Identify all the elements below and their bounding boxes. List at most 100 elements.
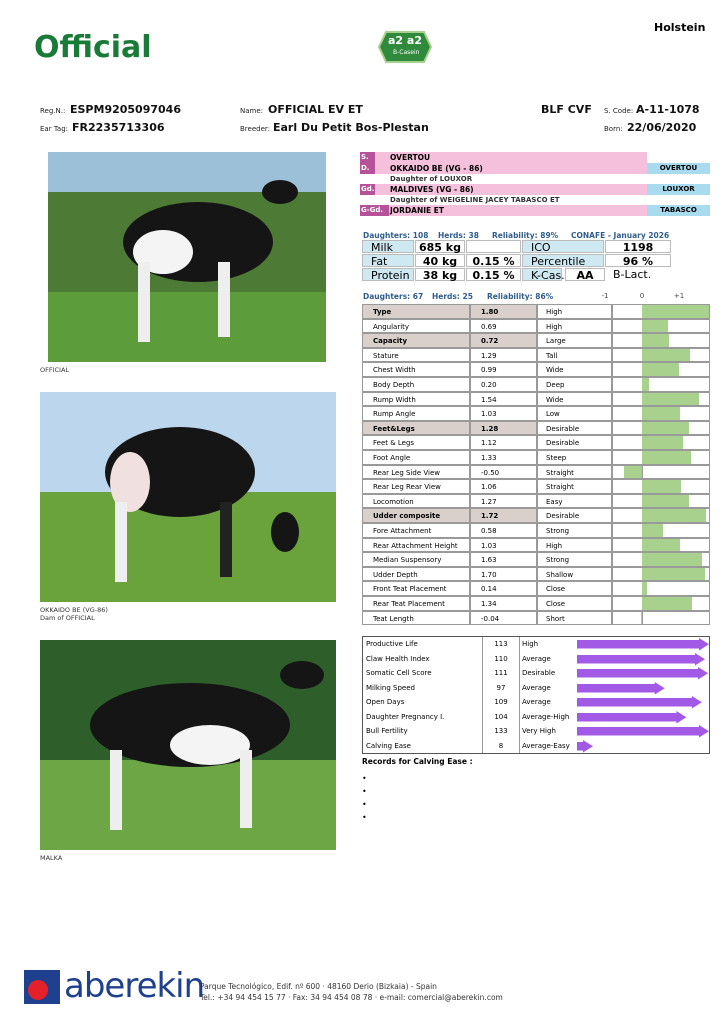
health-desc: Average [522,698,551,706]
health-desc: Average-High [522,712,570,721]
type-bar [642,348,690,362]
type-bar-cell [612,566,710,582]
type-value: 1.54 [470,391,537,407]
type-trait: Foot Angle [362,450,470,465]
type-value: 1.80 [470,304,537,319]
type-trait: Rear Attachment Height [362,537,470,553]
type-herds: Herds: 25 [432,292,473,301]
type-trait: Rear Teat Placement [362,596,470,611]
logo-sub: B-Casein [393,49,420,56]
address: Parque Tecnológico, Edif. nº 600 · 48160… [200,982,437,991]
type-desc: Desirable [537,420,612,436]
type-bar-cell [612,377,710,392]
type-bar-cell [612,304,710,319]
type-desc: Tall [537,347,612,363]
health-bar [577,667,709,680]
pedigree-name: MALDIVES (VG - 86) [390,185,474,194]
type-bar [642,553,703,566]
type-desc: Wide [537,391,612,407]
pedigree-tag: S. [360,152,375,163]
type-desc: Straight [537,464,612,480]
type-trait: Fore Attachment [362,523,470,538]
health-bar [577,710,687,723]
pedigree-sire: TABASCO [647,205,710,216]
pedigree-sire: LOUXOR [647,184,710,195]
health-trait: Open Days [366,698,405,706]
type-desc: Close [537,596,612,611]
reg-label: Reg.N.: [40,107,66,115]
health-trait: Somatic Cell Score [366,669,432,677]
type-bar [642,524,664,537]
type-bar [642,363,679,376]
name: OFFICIAL EV ET [268,103,363,116]
pedigree-tag: G-Gd. [360,205,389,216]
prod-cell: Percentile [522,254,604,268]
health-trait: Claw Health Index [366,654,430,663]
health-frame [362,636,710,754]
type-trait: Feet&Legs [362,420,470,436]
type-bar-cell [612,333,710,348]
born: 22/06/2020 [627,121,697,134]
type-value: -0.04 [470,610,537,626]
type-trait: Median Suspensory [362,552,470,567]
axis-tick-label: 0 [639,292,645,300]
type-bar-cell [612,552,710,567]
health-desc: Average [522,654,551,663]
pedigree-bar [360,152,647,163]
breeder: Earl Du Petit Bos-Plestan [273,121,429,134]
health-value: 97 [482,680,520,695]
type-desc: Short [537,610,612,626]
type-desc: Wide [537,362,612,377]
type-trait: Teat Length [362,610,470,626]
type-bar-cell [612,508,710,523]
photo [40,640,336,850]
type-bar-cell [612,479,710,494]
records-title: Records for Calving Ease : [362,757,473,766]
health-bar [577,725,709,738]
type-trait: Feet & Legs [362,435,470,450]
type-bar-cell [612,347,710,363]
type-value: 0.58 [470,523,537,538]
type-trait: Stature [362,347,470,363]
type-bar [642,567,705,581]
type-bar-cell [612,523,710,538]
type-trait: Front Teat Placement [362,581,470,596]
type-bar [642,582,648,595]
type-desc: Desirable [537,435,612,450]
breeder-label: Breeder: [240,125,271,133]
pedigree-note: Daughter of WEIGELINE JACEY TABASCO ET [390,196,560,204]
type-bar [640,611,642,625]
type-value: 1.70 [470,566,537,582]
health-desc: High [522,640,539,648]
type-desc: Straight [537,479,612,494]
type-trait: Rump Angle [362,406,470,421]
type-desc: Strong [537,523,612,538]
type-desc: High [537,537,612,553]
health-desc: Average [522,683,551,692]
eartag: FR2235713306 [72,121,165,134]
type-reliability: Reliability: 86% [487,292,554,301]
type-trait: Chest Width [362,362,470,377]
type-bar-cell [612,362,710,377]
brand: aberekin [64,966,205,1006]
type-bar [642,509,706,522]
type-trait: Type [362,304,470,319]
status-title: Official [34,30,152,65]
type-desc: Strong [537,552,612,567]
type-bar-cell [612,318,710,334]
type-bar [642,436,684,449]
prod-cell: ICO [522,240,604,254]
type-bar-cell [612,464,710,480]
type-value: 1.12 [470,435,537,450]
type-bar [642,480,682,493]
prod-cell: B-Lact. [613,268,652,281]
type-trait: Udder composite [362,508,470,523]
type-bar [642,378,650,391]
health-value: 110 [482,651,520,666]
eartag-label: Ear Tag: [40,125,69,133]
type-trait: Udder Depth [362,566,470,582]
prod-cell: 38 kg [415,268,465,282]
prod-cell: 0.15 % [466,254,521,268]
pedigree-name: OVERTOU [390,153,431,162]
health-value: 111 [482,666,520,681]
